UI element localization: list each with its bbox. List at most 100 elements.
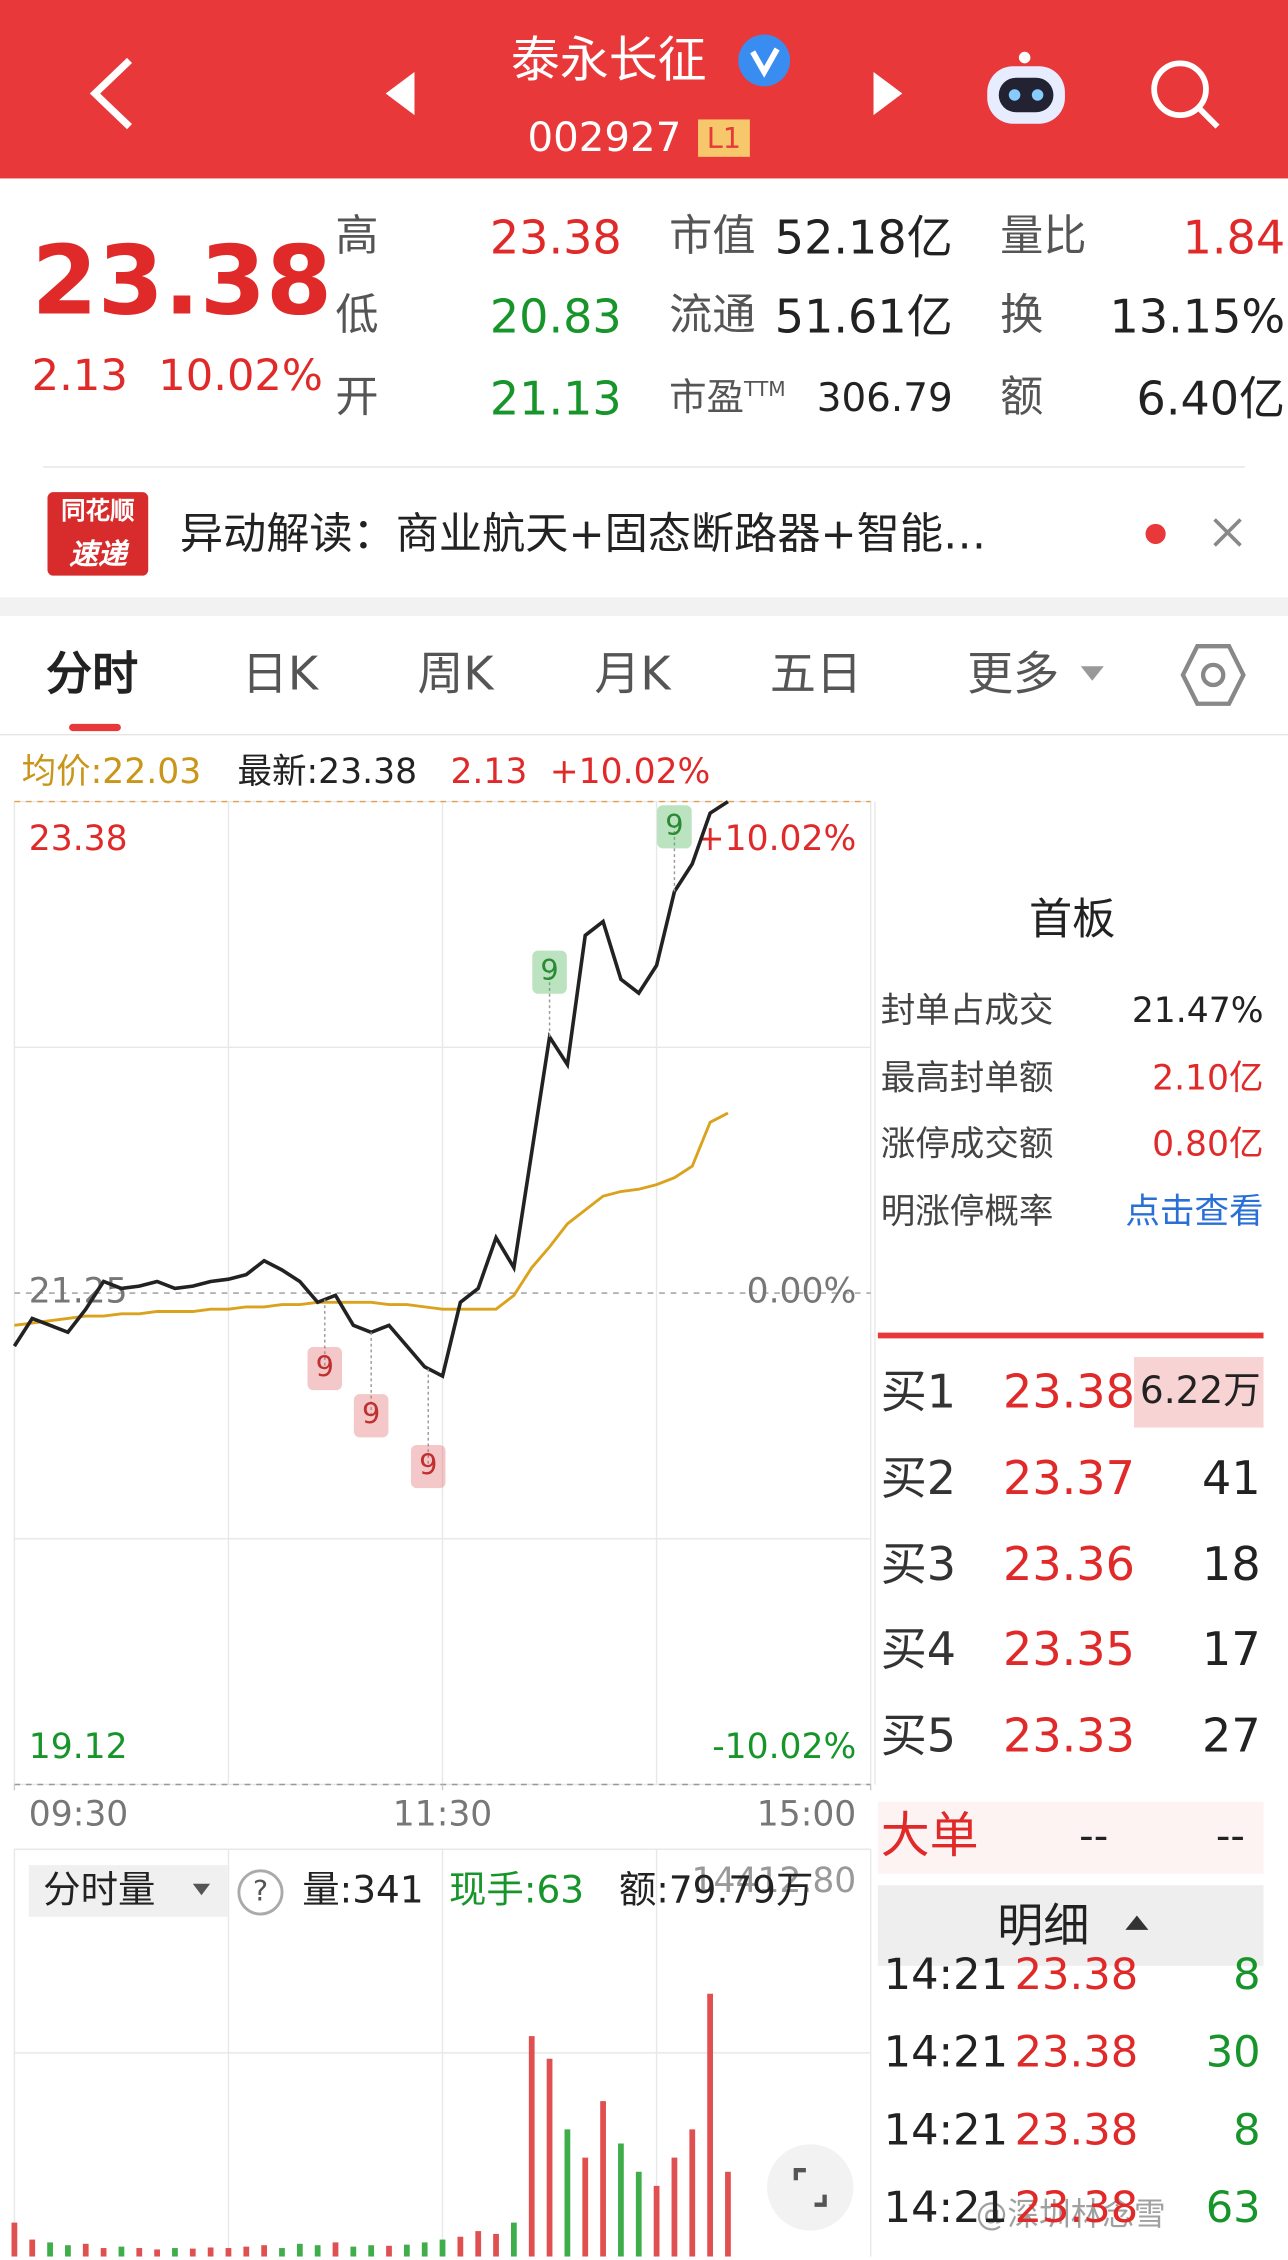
big-order-row	[877, 1801, 1264, 1874]
signal-badge	[657, 805, 692, 849]
volume-bar	[118, 2246, 125, 2257]
stat-value: 13.15%	[1109, 289, 1286, 344]
bid-price: 23.38	[1003, 1364, 1135, 1419]
volume-selector-bg[interactable]	[28, 1865, 228, 1917]
tab[interactable]: 五日	[769, 646, 863, 701]
volume-bar	[725, 2171, 731, 2257]
volume-bar	[82, 2243, 89, 2257]
amount: 额:79.79万	[618, 1869, 814, 1913]
avg-line	[14, 1111, 729, 1327]
volume-bar	[296, 2243, 303, 2257]
trade-time: 14:21	[883, 2105, 1009, 2156]
volume-bar	[225, 2248, 232, 2257]
prev-stock[interactable]	[385, 71, 415, 116]
trade-time: 14:21	[883, 2183, 1009, 2234]
detail-label[interactable]: 明细	[997, 1898, 1090, 1953]
tab[interactable]: 周K	[417, 646, 494, 701]
signal-badge	[410, 1444, 446, 1489]
close-button[interactable]	[1213, 518, 1242, 547]
bid-volume: 6.22万	[1139, 1370, 1261, 1414]
detail-tab[interactable]	[877, 1885, 1264, 1966]
stat-label: 换	[1000, 290, 1044, 342]
volume-selector[interactable]: 分时量	[43, 1869, 156, 1913]
price-value: 23.38	[31, 225, 333, 337]
watermark: @深圳林念雪	[975, 2197, 1166, 2234]
bid-label: 买2	[880, 1450, 957, 1506]
signal-badge	[532, 950, 567, 994]
y-pct-label: 0.00%	[747, 1272, 857, 1312]
limit-value: 0.80亿	[1152, 1124, 1264, 1165]
bid-label: 买5	[880, 1708, 957, 1764]
robot-icon[interactable]	[987, 51, 1065, 124]
y-tick-label: 21.25	[29, 1272, 128, 1312]
trade-volume: 8	[1233, 2105, 1261, 2156]
volume-bar	[546, 2058, 553, 2257]
stat-value: 23.38	[489, 210, 622, 265]
volume-bar	[243, 2246, 250, 2257]
volume-bar	[261, 2245, 268, 2257]
y-tick-label: 19.12	[29, 1727, 128, 1767]
search-icon[interactable]	[1151, 60, 1220, 129]
unread-dot	[1145, 523, 1166, 544]
signal-badge	[353, 1394, 389, 1438]
volume-bar	[100, 2248, 107, 2257]
big-order-value: --	[1079, 1811, 1109, 1860]
y-pct-label: +10.02%	[696, 819, 857, 859]
stat-label-sup: TTM	[744, 378, 786, 403]
help-circle[interactable]	[237, 1869, 284, 1916]
x-tick-label: 15:00	[757, 1795, 856, 1835]
tab[interactable]: 更多	[967, 646, 1060, 701]
volume-bar	[511, 2222, 517, 2257]
trade-volume: 8	[1233, 1949, 1261, 2001]
back-button[interactable]	[89, 57, 133, 130]
tab[interactable]: 分时	[46, 646, 139, 701]
volume-bar	[386, 2245, 392, 2257]
volume-bar	[600, 2101, 606, 2257]
fullscreen-icon	[814, 2194, 827, 2207]
limit-value: 2.10亿	[1152, 1057, 1264, 1098]
more-arrow	[1080, 666, 1104, 681]
volume-bar	[29, 2239, 36, 2257]
stat-label: 额	[1000, 372, 1044, 424]
stat-value: 52.18亿	[774, 210, 953, 265]
header-icons	[89, 34, 1220, 130]
bid-label: 买4	[880, 1622, 957, 1678]
volume-bar	[439, 2239, 446, 2257]
stat-value: 20.83	[489, 289, 622, 344]
limit-value[interactable]: 点击查看	[1125, 1191, 1264, 1233]
volume-bar	[207, 2247, 214, 2257]
news-text[interactable]: 异动解读：商业航天+固态断路器+智能…	[179, 509, 987, 560]
next-stock[interactable]	[873, 71, 903, 116]
stat-value: 6.40亿	[1136, 371, 1286, 426]
settings-icon[interactable]	[1180, 642, 1246, 708]
tab[interactable]: 日K	[241, 646, 319, 701]
price: 23.38	[32, 234, 332, 330]
dropdown-arrow	[192, 1883, 211, 1896]
header-bar	[0, 0, 1288, 179]
avg-price: 均价:22.03	[21, 751, 202, 792]
signal-label: 9	[362, 1397, 380, 1431]
price-change: 2.13	[31, 351, 128, 402]
fullscreen-icon	[793, 2168, 806, 2181]
change: 2.13	[450, 751, 528, 792]
trade-price: 23.38	[1014, 2105, 1139, 2156]
trade-price: 23.38	[1014, 1949, 1139, 2001]
bid-price: 23.33	[1003, 1708, 1135, 1764]
bid-price: 23.36	[1003, 1536, 1135, 1592]
volume-bar	[332, 2242, 339, 2257]
volume-bar	[707, 1993, 713, 2257]
signal-label: 9	[540, 953, 558, 987]
stat-label: 量比	[1000, 211, 1087, 262]
volume-bar	[314, 2245, 321, 2257]
price-line	[12, 800, 729, 1379]
stat-label: 市值	[669, 211, 756, 262]
tab[interactable]: 月K	[594, 646, 671, 701]
bid1-highlight	[1134, 1357, 1264, 1428]
x-tick-label: 09:30	[29, 1795, 128, 1835]
volume-bar	[189, 2248, 196, 2257]
help-icon[interactable]: ?	[252, 1873, 269, 1909]
x-tick-label: 11:30	[393, 1795, 492, 1835]
fullscreen-button[interactable]	[767, 2144, 854, 2231]
price-change-pct: 10.02%	[158, 351, 323, 402]
divider	[43, 466, 1245, 468]
